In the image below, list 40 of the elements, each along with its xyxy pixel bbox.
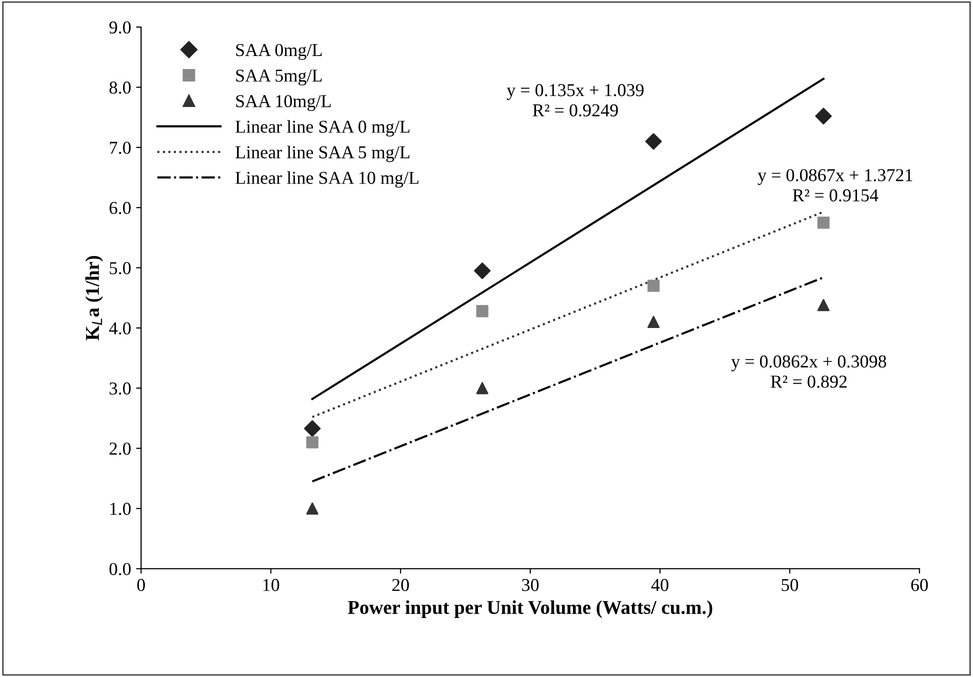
point — [304, 420, 321, 437]
y-tick-label: 6.0 — [110, 202, 131, 214]
point — [476, 305, 488, 318]
y-tick-label: 3.0 — [110, 382, 131, 395]
legend-label: Linear line SAA 0 mg/L — [235, 120, 410, 137]
x-tick-label: 40 — [651, 578, 668, 592]
legend-label: SAA 0mg/L — [236, 44, 322, 60]
y-tick-label: 1.0 — [110, 502, 131, 516]
annotation: y = 0.0862x + 0.3098 R² = 0.892 — [731, 355, 886, 388]
y-tick-label: 4.0 — [109, 322, 131, 334]
point — [306, 502, 318, 515]
x-tick-label: 30 — [522, 578, 539, 592]
point — [817, 299, 830, 312]
y-tick-label: 8.0 — [109, 82, 131, 94]
y-tick-label: 0.0 — [109, 562, 131, 576]
y-tick-label: 7.0 — [110, 142, 131, 154]
point — [817, 216, 830, 229]
y-axis-title: K$_{L}$a (1/hr) — [85, 256, 103, 340]
legend-label: SAA 5mg/L — [236, 70, 322, 86]
y-tick-label: 9.0 — [109, 21, 131, 34]
legend-label: Linear line SAA 10 mg/L — [235, 171, 418, 188]
x-tick-label: 50 — [782, 578, 798, 592]
x-tick-label: 10 — [263, 578, 280, 592]
point — [476, 382, 488, 394]
point — [647, 280, 660, 292]
legend-label: Linear line SAA 5 mg/L — [235, 146, 410, 162]
legend-label: SAA 10mg/L — [236, 95, 331, 111]
y-tick-label: 5.0 — [110, 262, 131, 274]
y-tick-label: 2.0 — [110, 442, 131, 455]
x-tick-label: 20 — [392, 578, 409, 592]
point — [474, 262, 491, 280]
annotation: y = 0.0867x + 1.3721 R² = 0.9154 — [758, 169, 912, 202]
point — [645, 133, 662, 150]
point — [306, 436, 318, 448]
annotation: y = 0.135x + 1.039 R² = 0.9249 — [506, 84, 644, 116]
point — [815, 108, 832, 124]
x-tick-label: 0 — [137, 578, 145, 592]
point — [647, 316, 660, 328]
x-tick-label: 60 — [911, 578, 928, 592]
x-axis-title: Power input per Unit Volume (Watts/ cu.m.) — [348, 600, 712, 618]
